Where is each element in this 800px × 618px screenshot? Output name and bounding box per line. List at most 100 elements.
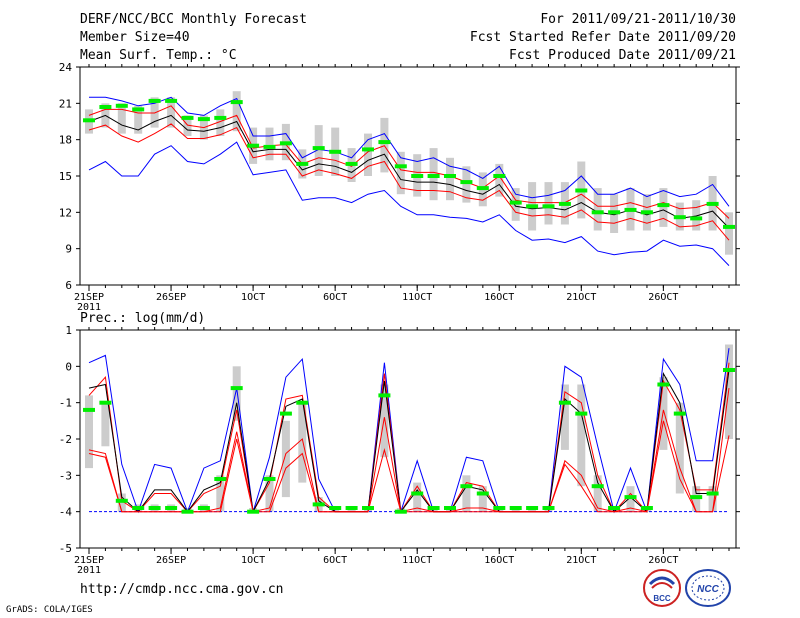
median-day-25 [493,174,506,178]
x-tick-label: 21OCT [566,292,596,303]
forecast-period: For 2011/09/21-2011/10/30 [540,12,736,27]
box-day-3 [134,105,143,134]
bcc-logo: BCC [643,569,681,607]
y-tick-label: 21 [59,97,72,110]
box-day-18 [380,117,389,173]
median-day-11 [263,477,276,481]
median-day-10 [247,509,260,514]
median-day-30 [575,411,588,416]
plot-frame [79,66,737,286]
median-day-7 [197,117,210,122]
box-day-23 [462,475,471,512]
box-day-37 [692,200,701,231]
y-tick-label: -1 [59,397,72,410]
median-day-16 [345,506,358,510]
box-day-11 [265,475,274,512]
box-day-8 [216,109,225,136]
median-day-15 [329,506,342,510]
median-day-32 [608,210,621,215]
median-day-19 [394,509,407,514]
plot-frame [79,329,737,549]
box-day-9 [232,91,241,132]
median-day-6 [181,115,194,120]
median-day-6 [181,509,194,514]
median-day-2 [115,103,128,108]
x-tick-sublabel: 2011 [77,302,101,313]
median-day-23 [460,180,473,185]
median-day-34 [640,506,653,510]
box-day-35 [659,377,668,450]
median-day-26 [509,200,522,205]
median-day-23 [460,484,473,489]
box-day-2 [117,103,126,134]
y-tick-label: -5 [59,542,72,555]
median-day-14 [312,146,325,151]
box-day-8 [216,475,225,512]
median-day-27 [526,506,539,510]
box-day-12 [281,420,290,498]
y-tick-label: 18 [59,134,72,147]
median-day-18 [378,393,391,398]
median-day-9 [230,386,243,391]
median-day-12 [279,411,292,416]
started-refer-date: Fcst Started Refer Date 2011/09/20 [469,30,736,45]
median-day-5 [165,506,178,510]
x-tick-label: 26OCT [648,555,678,566]
member-size: Member Size=40 [80,30,190,45]
median-day-8 [214,477,227,481]
x-tick-label: 16OCT [484,292,514,303]
box-day-30 [577,384,586,487]
y-tick-label: -4 [59,506,73,519]
series-mean [88,369,730,514]
median-day-21 [427,506,440,510]
box-day-5 [167,97,176,128]
median-day-24 [476,186,489,191]
median-day-36 [673,215,686,220]
median-day-12 [279,141,292,146]
median-day-20 [411,491,424,496]
median-day-22 [444,506,456,510]
median-day-29 [558,201,571,206]
box-day-35 [659,188,668,227]
produced-date: Fcst Produced Date 2011/09/21 [509,48,736,63]
box-day-14 [314,125,323,176]
median-day-15 [329,149,342,154]
y-tick-label: 24 [59,61,73,74]
box-day-6 [183,115,192,136]
median-day-10 [247,143,260,148]
x-tick-label: 6OCT [323,555,347,566]
median-day-32 [608,506,621,510]
median-day-29 [558,400,571,405]
box-day-9 [232,366,241,421]
median-day-38 [706,201,719,206]
box-day-25 [495,163,504,197]
median-day-7 [197,506,210,510]
median-day-24 [476,491,489,496]
bcc-logo-text: BCC [653,594,671,603]
x-tick-label: 11OCT [402,292,432,303]
median-day-4 [148,98,161,103]
median-day-2 [115,498,128,503]
median-day-16 [345,161,358,166]
ncc-logo: NCC [685,569,731,607]
x-tick-label: 16OCT [484,555,514,566]
series-lower-red [88,123,730,241]
median-day-17 [362,147,374,152]
grads-credit: GrADS: COLA/IGES [6,605,93,615]
y-tick-label: 0 [65,360,72,373]
median-day-4 [148,506,161,510]
median-day-31 [591,484,604,489]
x-tick-label: 6OCT [323,292,347,303]
box-day-17 [364,133,372,176]
x-tick-label: 21SEP [74,555,104,566]
median-day-20 [411,174,424,178]
variable-label: Mean Surf. Temp.: °C [80,48,237,63]
x-tick-label: 1OCT [241,292,265,303]
median-day-13 [296,400,309,405]
y-tick-label: -3 [59,469,72,482]
series-lower-blue [88,141,730,266]
footer-url[interactable]: http://cmdp.ncc.cma.gov.cn [80,582,284,597]
median-day-28 [542,506,555,510]
median-day-35 [657,203,670,208]
series-upper-red [88,362,730,514]
